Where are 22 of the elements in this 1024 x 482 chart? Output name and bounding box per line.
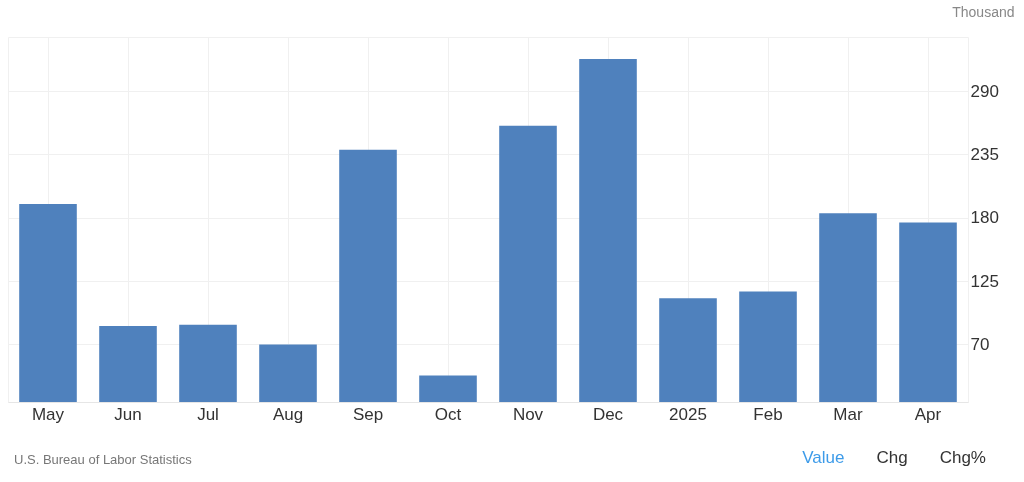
text: Chg bbox=[876, 448, 908, 467]
x-tick-label: Dec bbox=[592, 404, 624, 424]
x-tick-label: May bbox=[31, 404, 65, 424]
y-tick-label: 70 bbox=[970, 334, 990, 354]
x-tick-label: Jul bbox=[197, 404, 219, 424]
text: Value bbox=[802, 448, 845, 467]
y-tick-label: 125 bbox=[970, 271, 999, 291]
text: Chg% bbox=[939, 448, 986, 467]
y-axis-title: Thousand bbox=[952, 3, 1015, 20]
x-tick-label: Aug bbox=[272, 404, 304, 424]
y-tick-label: 180 bbox=[970, 208, 999, 228]
x-tick-label: Sep bbox=[352, 404, 384, 424]
x-tick-label: Nov bbox=[512, 404, 544, 424]
x-tick-label: Jun bbox=[114, 404, 142, 424]
text: U.S. Bureau of Labor Statistics bbox=[14, 452, 192, 467]
x-tick-label: Feb bbox=[753, 404, 783, 424]
x-tick-label: Mar bbox=[833, 404, 863, 424]
x-tick-label: Apr bbox=[914, 404, 942, 424]
x-tick-label: Oct bbox=[434, 404, 462, 424]
y-tick-label: 235 bbox=[970, 144, 999, 164]
x-tick-label: 2025 bbox=[669, 404, 707, 424]
y-tick-label: 290 bbox=[970, 81, 999, 101]
